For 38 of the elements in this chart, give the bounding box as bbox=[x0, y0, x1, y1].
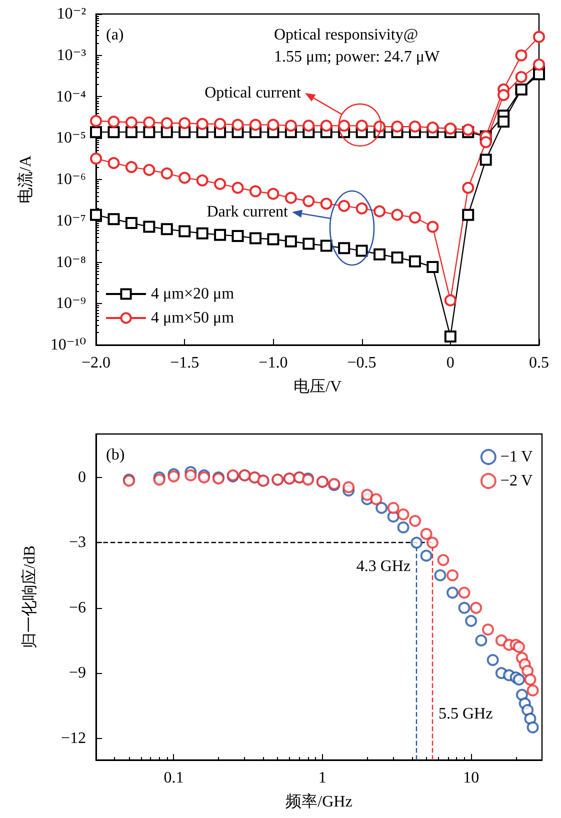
annotation: (a) bbox=[106, 26, 124, 44]
y-axis-title: 电流/A bbox=[16, 155, 34, 204]
y-tick-label: −12 bbox=[60, 730, 86, 747]
x-tick-label: 0.1 bbox=[164, 770, 184, 786]
annotation: Optical current bbox=[204, 84, 302, 102]
y-tick-label: 10⁻³ bbox=[56, 46, 86, 64]
y-axis-title: 归一化响应/dB bbox=[20, 545, 38, 649]
y-tick-label: 10⁻⁶ bbox=[56, 171, 86, 188]
x-tick-label: 10 bbox=[463, 770, 480, 786]
ref-line-label: 5.5 GHz bbox=[438, 706, 493, 722]
x-axis-title: 电压/V bbox=[294, 378, 342, 396]
y-tick-label: 10⁻⁴ bbox=[56, 88, 86, 106]
x-tick-label: 0 bbox=[446, 354, 454, 372]
legend-label: 4 μm×20 μm bbox=[151, 286, 235, 302]
y-tick-label: 10⁻² bbox=[56, 6, 86, 22]
y-tick-label: −6 bbox=[68, 599, 86, 616]
x-tick-label: 0.5 bbox=[529, 354, 549, 372]
y-tick-label: 10⁻¹⁰ bbox=[50, 336, 86, 354]
y-tick-label: 0 bbox=[78, 468, 86, 486]
x-tick-label: 1 bbox=[318, 770, 326, 786]
y-tick-label: −3 bbox=[68, 534, 86, 552]
x-tick-label: −2.0 bbox=[81, 354, 111, 372]
x-tick-label: −1.5 bbox=[170, 354, 200, 372]
y-tick-label: −9 bbox=[68, 664, 86, 682]
x-tick-label: −0.5 bbox=[347, 354, 376, 372]
legend-label: −1 V bbox=[500, 448, 534, 466]
ref-line-label: 4.3 GHz bbox=[356, 558, 411, 576]
x-axis-title: 频率/GHz bbox=[286, 792, 352, 810]
x-tick-label: −1.0 bbox=[258, 354, 288, 372]
annotation: Dark current bbox=[206, 204, 289, 220]
legend-label: −2 V bbox=[500, 472, 534, 490]
y-tick-label: 10⁻⁵ bbox=[56, 130, 86, 147]
y-tick-label: 10⁻⁸ bbox=[56, 254, 86, 271]
annotation: Optical responsivity@ 1.55 μm; power: 24.7 μW bbox=[274, 26, 440, 66]
y-tick-label: 10⁻⁹ bbox=[56, 295, 86, 312]
annotation: (b) bbox=[106, 446, 125, 464]
y-tick-label: 10⁻⁷ bbox=[56, 212, 86, 230]
legend-label: 4 μm×50 μm bbox=[151, 310, 235, 326]
